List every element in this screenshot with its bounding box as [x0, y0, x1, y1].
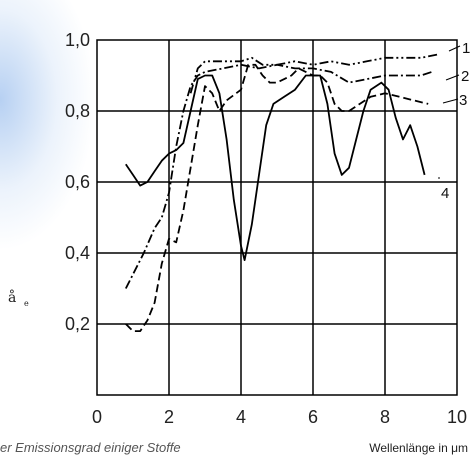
series-label-4: 4 [441, 185, 449, 202]
figure-caption: er Emissionsgrad einiger Stoffe [0, 440, 181, 455]
series-group [124, 53, 440, 333]
x-tick-label-2: 2 [164, 407, 174, 427]
plot-frame [96, 39, 458, 396]
tick-labels: 0 2 4 6 8 10 0,2 0,4 0,6 0,8 1,0 [65, 30, 467, 427]
series-label-1: 1 [462, 40, 470, 57]
series-line-1 [189, 53, 440, 94]
y-tick-label-0-8: 0,8 [65, 101, 90, 121]
series-label-2: 2 [461, 68, 469, 85]
x-tick-label-0: 0 [92, 407, 102, 427]
series-label-3: 3 [459, 92, 467, 109]
y-tick-label-0-6: 0,6 [65, 172, 90, 192]
x-tick-label-10: 10 [447, 407, 467, 427]
grid [97, 40, 457, 395]
y-axis-symbol: å [8, 289, 16, 306]
y-tick-label-0-4: 0,4 [65, 243, 90, 263]
y-tick-label-1-0: 1,0 [65, 30, 90, 50]
series-line-2 [124, 63, 433, 289]
series-line-3 [125, 63, 429, 333]
series-line-4 [125, 74, 426, 262]
y-tick-label-0-2: 0,2 [65, 314, 90, 334]
y-axis-subscript: e [24, 299, 29, 308]
series-labels: 1 2 3 4 [438, 40, 470, 202]
x-tick-label-8: 8 [380, 407, 390, 427]
x-axis-label: Wellenlänge in μm [369, 441, 468, 455]
x-tick-label-4: 4 [236, 407, 246, 427]
x-tick-label-6: 6 [308, 407, 318, 427]
